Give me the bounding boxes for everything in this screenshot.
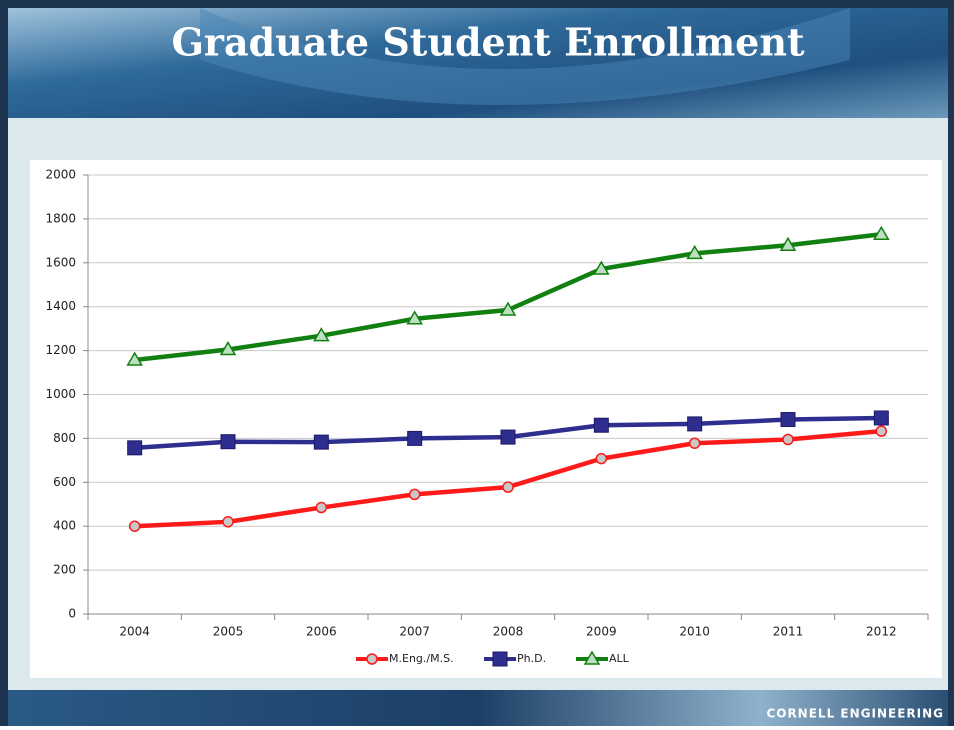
marker <box>408 431 422 445</box>
legend-label: Ph.D. <box>517 652 546 665</box>
marker <box>876 426 886 436</box>
y-tick-label: 600 <box>53 475 76 489</box>
y-tick-label: 1000 <box>45 387 76 401</box>
footer-text: CORNELL ENGINEERING <box>766 707 944 721</box>
marker <box>314 435 328 449</box>
x-tick-label: 2007 <box>399 625 430 639</box>
legend-marker <box>493 652 507 666</box>
y-tick-label: 1800 <box>45 211 76 225</box>
legend-label: M.Eng./M.S. <box>389 652 454 665</box>
x-tick-label: 2010 <box>679 625 710 639</box>
legend-marker <box>367 654 377 664</box>
x-tick-label: 2005 <box>213 625 244 639</box>
x-tick-label: 2009 <box>586 625 617 639</box>
y-tick-label: 1600 <box>45 255 76 269</box>
marker <box>128 441 142 455</box>
y-tick-label: 200 <box>53 563 76 577</box>
marker <box>130 521 140 531</box>
marker <box>221 435 235 449</box>
marker <box>410 489 420 499</box>
marker <box>223 517 233 527</box>
marker <box>503 482 513 492</box>
marker <box>501 430 515 444</box>
marker <box>594 418 608 432</box>
marker <box>781 413 795 427</box>
marker <box>688 417 702 431</box>
slide: Graduate Student Enrollment CORNELL ENGI… <box>0 0 954 726</box>
marker <box>316 503 326 513</box>
marker <box>596 454 606 464</box>
x-tick-label: 2006 <box>306 625 337 639</box>
x-tick-label: 2004 <box>119 625 150 639</box>
y-tick-label: 400 <box>53 519 76 533</box>
y-tick-label: 800 <box>53 431 76 445</box>
marker <box>690 438 700 448</box>
marker <box>783 434 793 444</box>
x-tick-label: 2008 <box>493 625 524 639</box>
x-tick-label: 2011 <box>773 625 804 639</box>
marker <box>874 411 888 425</box>
legend-label: ALL <box>609 652 630 665</box>
y-tick-label: 0 <box>68 607 76 621</box>
chart-title: Graduate Student Enrollment <box>171 20 804 65</box>
y-tick-label: 1200 <box>45 343 76 357</box>
x-tick-label: 2012 <box>866 625 897 639</box>
y-tick-label: 1400 <box>45 299 76 313</box>
y-tick-label: 2000 <box>45 168 76 182</box>
